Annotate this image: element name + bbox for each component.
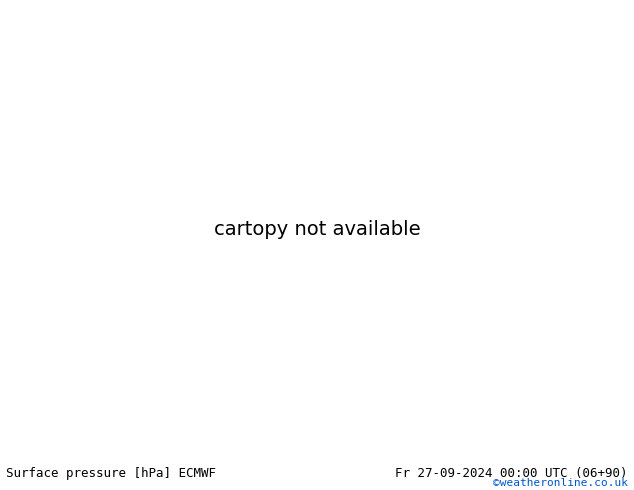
Text: Surface pressure [hPa] ECMWF: Surface pressure [hPa] ECMWF — [6, 467, 216, 480]
Text: cartopy not available: cartopy not available — [214, 220, 420, 239]
Text: Fr 27-09-2024 00:00 UTC (06+90): Fr 27-09-2024 00:00 UTC (06+90) — [395, 467, 628, 480]
Text: ©weatheronline.co.uk: ©weatheronline.co.uk — [493, 478, 628, 489]
